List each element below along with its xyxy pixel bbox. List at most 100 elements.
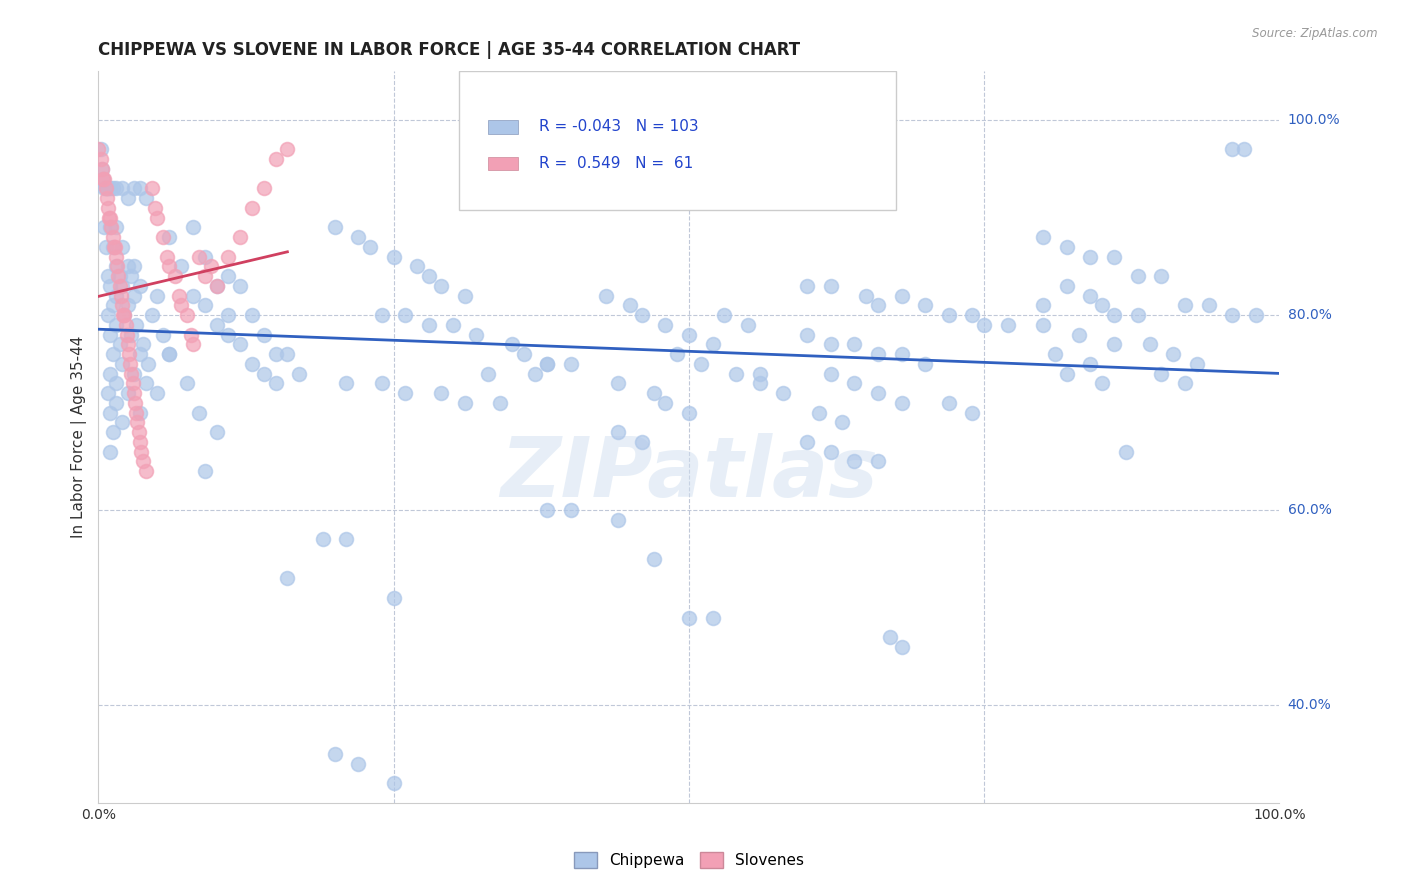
- Point: [973, 318, 995, 332]
- Point: [1056, 279, 1078, 293]
- Point: [666, 347, 689, 361]
- Point: [205, 425, 228, 440]
- Point: [288, 367, 311, 381]
- Point: [157, 347, 180, 361]
- Point: [335, 376, 357, 391]
- Point: [125, 406, 148, 420]
- Point: [654, 318, 676, 332]
- Point: [146, 386, 169, 401]
- Point: [276, 142, 298, 156]
- Point: [560, 357, 582, 371]
- Point: [866, 454, 889, 468]
- Point: [643, 552, 665, 566]
- Point: [87, 142, 110, 156]
- Point: [1233, 142, 1256, 156]
- Point: [359, 240, 381, 254]
- Point: [1032, 318, 1054, 332]
- Point: [323, 747, 346, 761]
- Point: [187, 250, 209, 264]
- Point: [93, 171, 115, 186]
- Point: [194, 464, 217, 478]
- Point: [122, 181, 145, 195]
- Point: [382, 591, 405, 605]
- Point: [187, 406, 209, 420]
- Point: [98, 367, 121, 381]
- Point: [121, 327, 143, 342]
- Point: [152, 230, 174, 244]
- Point: [141, 308, 163, 322]
- Point: [1174, 298, 1197, 312]
- Point: [107, 269, 129, 284]
- Point: [855, 288, 877, 302]
- Point: [141, 181, 163, 195]
- Point: [1185, 357, 1208, 371]
- Point: [157, 260, 180, 274]
- Point: [98, 279, 121, 293]
- Point: [98, 220, 121, 235]
- Point: [98, 211, 121, 225]
- Point: [713, 308, 735, 322]
- Point: [170, 298, 193, 312]
- Point: [127, 416, 149, 430]
- Point: [1102, 250, 1125, 264]
- Point: [536, 357, 558, 371]
- Point: [430, 279, 453, 293]
- Text: 60.0%: 60.0%: [1288, 503, 1331, 517]
- Point: [382, 250, 405, 264]
- Point: [1080, 288, 1102, 302]
- Point: [1056, 240, 1078, 254]
- Point: [772, 386, 794, 401]
- Point: [97, 386, 120, 401]
- Point: [101, 181, 124, 195]
- Text: ZIPatlas: ZIPatlas: [501, 434, 877, 514]
- Point: [101, 425, 124, 440]
- Point: [831, 416, 853, 430]
- Point: [101, 230, 124, 244]
- Point: [112, 308, 135, 322]
- Point: [217, 327, 239, 342]
- Point: [702, 610, 724, 624]
- Point: [157, 230, 180, 244]
- Point: [678, 406, 700, 420]
- Point: [890, 347, 912, 361]
- Point: [105, 260, 128, 274]
- Point: [253, 327, 276, 342]
- Point: [97, 181, 120, 195]
- Point: [108, 337, 131, 351]
- Point: [105, 376, 128, 391]
- Point: [1067, 327, 1090, 342]
- Point: [820, 279, 842, 293]
- Text: 100.0%: 100.0%: [1288, 113, 1340, 128]
- Text: CHIPPEWA VS SLOVENE IN LABOR FORCE | AGE 35-44 CORRELATION CHART: CHIPPEWA VS SLOVENE IN LABOR FORCE | AGE…: [98, 41, 800, 59]
- Point: [90, 142, 112, 156]
- Point: [117, 298, 139, 312]
- Point: [181, 337, 204, 351]
- Point: [112, 308, 135, 322]
- Text: 40.0%: 40.0%: [1288, 698, 1331, 713]
- Point: [276, 347, 298, 361]
- Point: [489, 396, 512, 410]
- Point: [105, 288, 128, 302]
- Point: [91, 161, 114, 176]
- Point: [678, 610, 700, 624]
- Point: [217, 269, 239, 284]
- Point: [181, 220, 204, 235]
- Point: [1115, 444, 1137, 458]
- Point: [111, 416, 134, 430]
- Point: [135, 191, 157, 205]
- Point: [105, 318, 128, 332]
- Point: [122, 288, 145, 302]
- Point: [96, 191, 118, 205]
- Legend: Chippewa, Slovenes: Chippewa, Slovenes: [567, 845, 811, 876]
- Point: [501, 337, 523, 351]
- Point: [122, 386, 145, 401]
- Point: [890, 396, 912, 410]
- Point: [1150, 367, 1173, 381]
- Point: [105, 396, 128, 410]
- Point: [93, 220, 115, 235]
- Point: [914, 298, 936, 312]
- Point: [91, 171, 114, 186]
- Point: [1126, 308, 1149, 322]
- Point: [820, 367, 842, 381]
- Point: [1056, 367, 1078, 381]
